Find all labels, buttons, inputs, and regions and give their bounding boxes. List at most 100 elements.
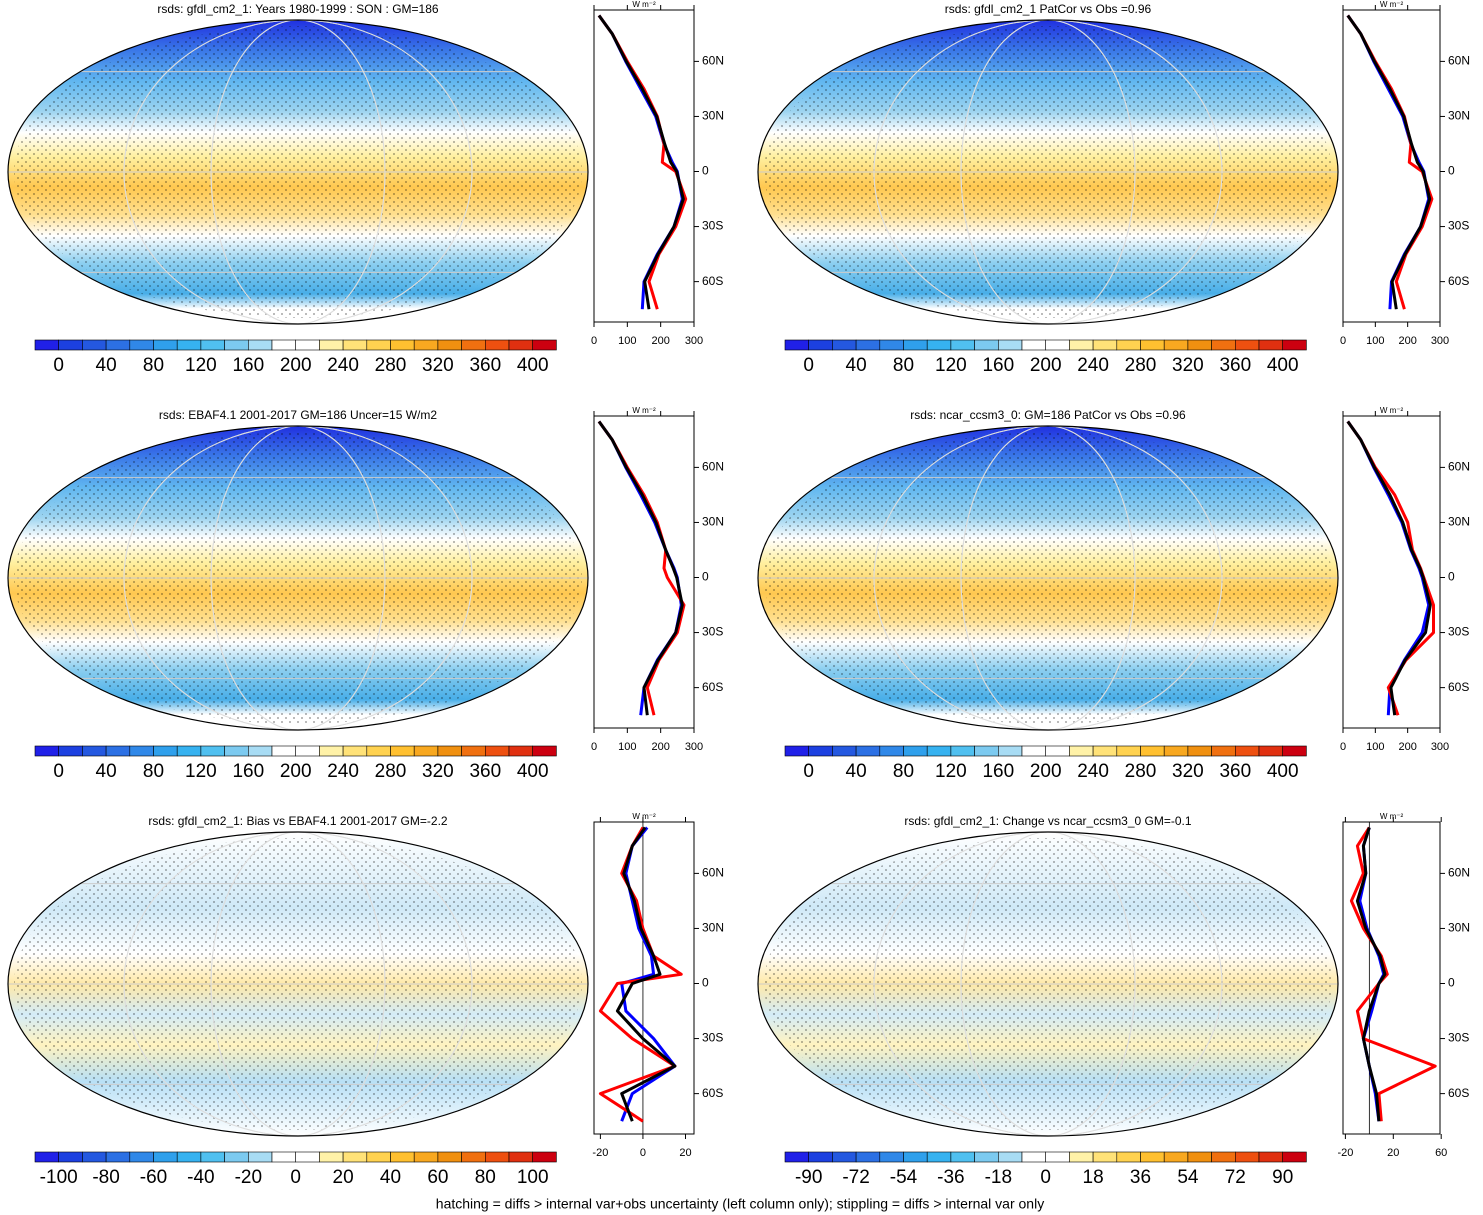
- colorbar-box: [1069, 745, 1094, 757]
- x-tick-label: 200: [1398, 335, 1416, 347]
- x-tick-label: 200: [651, 741, 669, 753]
- colorbar-box: [1021, 745, 1047, 757]
- x-tick-label: 20: [679, 1147, 691, 1159]
- colorbar-box: [903, 745, 928, 757]
- colorbar-label: 240: [327, 761, 359, 782]
- colorbar-box: [879, 1151, 904, 1163]
- x-tick-label: 200: [651, 335, 669, 347]
- colorbar-box: [1116, 339, 1141, 351]
- colorbar-label: 160: [982, 355, 1014, 376]
- colorbar-box: [461, 1151, 486, 1163]
- x-tick-label: 300: [1431, 335, 1449, 347]
- colorbar-label: 90: [1272, 1167, 1293, 1188]
- colorbar-box: [1211, 339, 1236, 351]
- colorbar-box: [105, 745, 131, 757]
- profile-line: [1349, 826, 1437, 1122]
- colorbar-box: [903, 339, 928, 351]
- colorbar-box: [105, 339, 131, 351]
- colorbar-box: [271, 745, 297, 757]
- colorbar-box: [508, 1151, 534, 1163]
- colorbar-label: 80: [143, 355, 164, 376]
- colorbar-box: [129, 1151, 154, 1163]
- colorbar-label: 36: [1130, 1167, 1151, 1188]
- colorbar-box: [176, 745, 202, 757]
- colorbar-label: 200: [1030, 355, 1062, 376]
- colorbar-box: [248, 339, 273, 351]
- profile-frame: [1342, 9, 1441, 323]
- colorbar-label: 54: [1177, 1167, 1199, 1188]
- colorbar-box: [319, 339, 344, 351]
- colorbar-box: [319, 1151, 344, 1163]
- colorbar-label: 320: [422, 761, 454, 782]
- colorbar-box: [484, 745, 510, 757]
- colorbar-box: [1092, 339, 1118, 351]
- profile-frame: [1342, 415, 1441, 729]
- y-tick-label: 0: [702, 570, 709, 584]
- colorbar-box: [1235, 1151, 1260, 1163]
- y-tick-label: 0: [702, 164, 709, 178]
- colorbar-box: [484, 339, 510, 351]
- colorbar-box: [461, 339, 486, 351]
- x-tick-label: 0: [1340, 741, 1346, 753]
- map-title: rsds: gfdl_cm2_1: Change vs ncar_ccsm3_0…: [904, 814, 1191, 828]
- colorbar-box: [855, 1151, 881, 1163]
- x-tick-label: 100: [618, 741, 636, 753]
- profile-frame: [593, 9, 695, 323]
- colorbar-box: [926, 745, 952, 757]
- colorbar-label: 160: [232, 355, 264, 376]
- colorbar-box: [1021, 1151, 1047, 1163]
- y-tick-label: 60S: [702, 274, 723, 288]
- y-tick-label: 30N: [1448, 109, 1470, 123]
- y-tick-label: 30N: [1448, 515, 1470, 529]
- colorbar-label: 40: [846, 761, 867, 782]
- colorbar-box: [58, 745, 83, 757]
- x-tick-label: 100: [1366, 741, 1384, 753]
- colorbar-label: 240: [1077, 761, 1109, 782]
- colorbar-box: [950, 1151, 975, 1163]
- colorbar-box: [1282, 1151, 1307, 1163]
- colorbar-label: 80: [475, 1167, 496, 1188]
- colorbar-box: [1069, 339, 1094, 351]
- colorbar-box: [1258, 745, 1284, 757]
- map-border: [757, 425, 1339, 731]
- colorbar-box: [1045, 745, 1070, 757]
- y-tick-label: 30N: [702, 515, 724, 529]
- x-tick-label: 60: [1435, 1147, 1447, 1159]
- profile-line: [597, 420, 686, 716]
- colorbar-label: 320: [1172, 355, 1204, 376]
- colorbar-label: 0: [290, 1167, 301, 1188]
- colorbar-box: [926, 339, 952, 351]
- colorbar-box: [1163, 1151, 1189, 1163]
- colorbar-label: 360: [469, 761, 501, 782]
- y-tick-label: 30N: [702, 921, 724, 935]
- colorbar-box: [808, 1151, 833, 1163]
- y-tick-label: 60N: [1448, 460, 1470, 474]
- colorbar-box: [153, 339, 178, 351]
- colorbar-label: 80: [143, 761, 164, 782]
- x-tick-label: 0: [591, 335, 597, 347]
- y-tick-label: 0: [1448, 570, 1455, 584]
- profile-line: [1346, 420, 1431, 716]
- colorbar-label: -54: [890, 1167, 918, 1188]
- colorbar-label: 400: [517, 761, 549, 782]
- colorbar-box: [997, 1151, 1023, 1163]
- colorbar-label: 280: [1125, 355, 1157, 376]
- colorbar-box: [58, 339, 83, 351]
- colorbar-label: 40: [846, 355, 867, 376]
- colorbar-box: [784, 745, 810, 757]
- colorbar-box: [82, 1151, 107, 1163]
- colorbar-box: [832, 1151, 857, 1163]
- colorbar-box: [997, 339, 1023, 351]
- colorbar-label: 0: [53, 355, 64, 376]
- colorbar-box: [1258, 1151, 1284, 1163]
- colorbar-box: [903, 1151, 928, 1163]
- colorbar-label: 0: [803, 761, 814, 782]
- colorbar-box: [413, 339, 439, 351]
- y-tick-label: 60S: [702, 680, 723, 694]
- colorbar-box: [1092, 745, 1118, 757]
- y-tick-label: 60N: [702, 460, 724, 474]
- colorbar-label: 200: [280, 761, 312, 782]
- colorbar-box: [248, 745, 273, 757]
- panel: rsds: EBAF4.1 2001-2017 GM=186 Uncer=15 …: [7, 406, 724, 782]
